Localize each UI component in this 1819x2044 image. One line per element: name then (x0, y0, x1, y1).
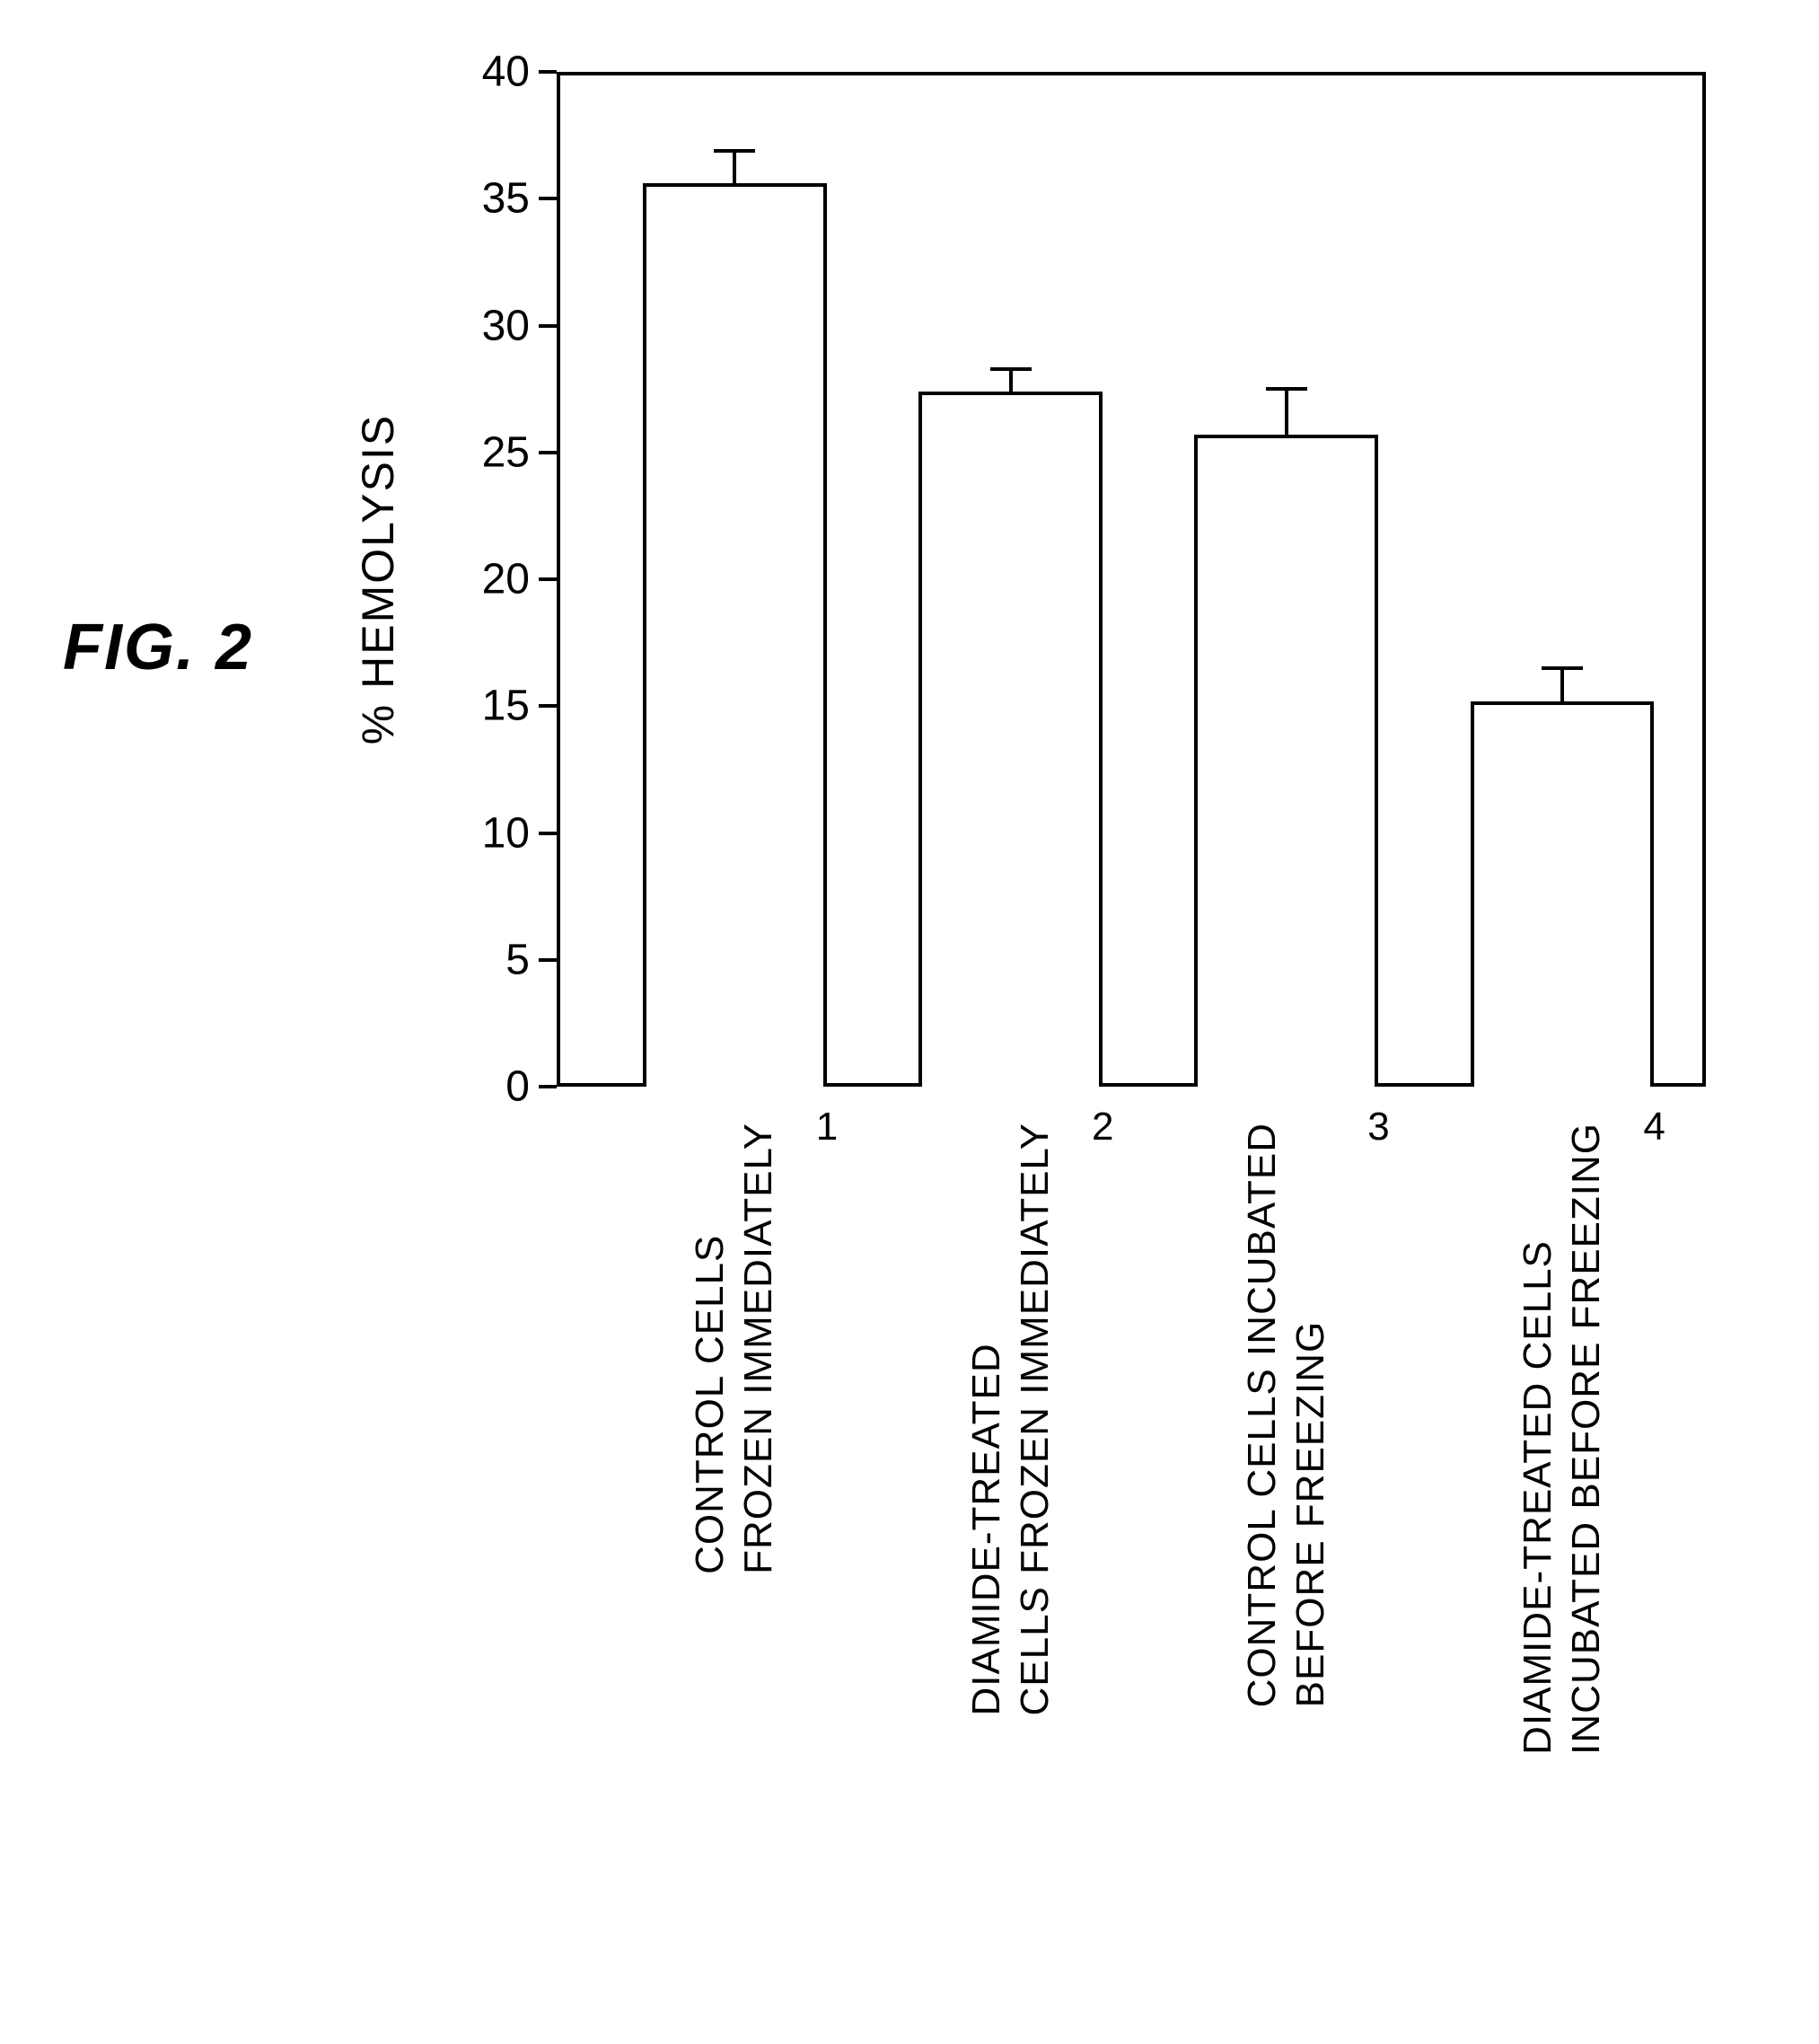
x-category-label-line: DIAMIDE-TREATED CELLS (1514, 1123, 1562, 1755)
x-category-label-line: CELLS FROZEN IMMEDIATELY (1011, 1123, 1059, 1715)
y-tick (539, 704, 557, 708)
y-tick (539, 197, 557, 200)
y-tick-label: 15 (440, 682, 530, 731)
y-tick (539, 451, 557, 454)
error-bar-cap (714, 149, 755, 153)
y-tick (539, 324, 557, 328)
y-tick-label: 20 (440, 555, 530, 604)
y-tick (539, 832, 557, 835)
figure-label: FIG. 2 (63, 611, 253, 684)
bar-number: 3 (1367, 1105, 1389, 1150)
x-category-label: DIAMIDE-TREATEDCELLS FROZEN IMMEDIATELY (962, 1123, 1059, 1715)
y-tick (539, 577, 557, 581)
y-tick-label: 35 (440, 174, 530, 224)
bar (1471, 701, 1655, 1087)
y-tick-label: 25 (440, 427, 530, 477)
x-category-label-line: INCUBATED BEFORE FREEZING (1562, 1123, 1611, 1755)
error-bar-cap (1542, 666, 1583, 670)
x-category-label-line: DIAMIDE-TREATED (962, 1123, 1011, 1715)
y-tick (539, 1085, 557, 1088)
error-bar-stem (733, 151, 736, 184)
bar (918, 392, 1103, 1087)
error-bar-cap (990, 367, 1032, 371)
x-category-label: CONTROL CELLSFROZEN IMMEDIATELY (686, 1123, 783, 1574)
y-tick-label: 10 (440, 808, 530, 858)
y-tick (539, 958, 557, 962)
error-bar-stem (1009, 369, 1013, 392)
x-category-label-line: BEFORE FREEZING (1287, 1123, 1335, 1707)
bar-number: 4 (1643, 1105, 1665, 1150)
x-category-label: CONTROL CELLS INCUBATEDBEFORE FREEZING (1238, 1123, 1335, 1707)
x-category-label-line: FROZEN IMMEDIATELY (734, 1123, 783, 1574)
error-bar-stem (1560, 668, 1564, 701)
bar (643, 183, 827, 1087)
bar-number: 1 (816, 1105, 838, 1150)
bar (1194, 435, 1378, 1087)
y-tick-label: 5 (440, 935, 530, 984)
y-tick-label: 40 (440, 48, 530, 97)
x-category-label-line: CONTROL CELLS (686, 1123, 734, 1574)
bar-number: 2 (1092, 1105, 1113, 1150)
error-bar-cap (1266, 387, 1307, 391)
y-tick-label: 0 (440, 1062, 530, 1112)
y-axis-label: % HEMOLYSIS (352, 414, 404, 744)
x-category-label-line: CONTROL CELLS INCUBATED (1238, 1123, 1287, 1707)
y-tick-label: 30 (440, 301, 530, 350)
x-category-label: DIAMIDE-TREATED CELLSINCUBATED BEFORE FR… (1514, 1123, 1611, 1755)
error-bar-stem (1285, 389, 1288, 435)
y-tick (539, 70, 557, 74)
